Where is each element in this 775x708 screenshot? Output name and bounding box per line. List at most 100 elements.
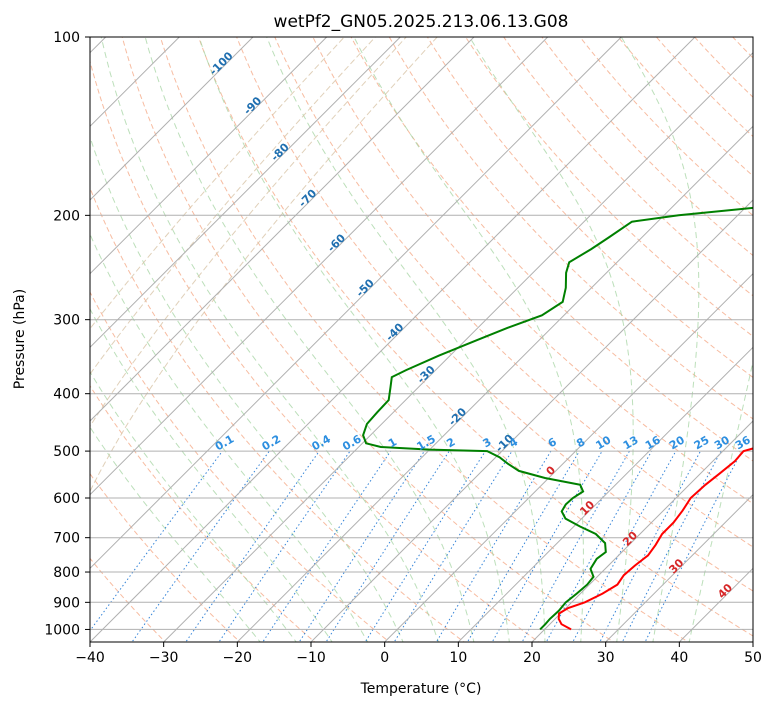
- isotherm-label: -40: [383, 320, 406, 343]
- x-tick-label: 40: [670, 650, 688, 666]
- x-tick-label: 50: [744, 650, 762, 666]
- y-tick-label: 300: [53, 313, 80, 329]
- isotherm-label: -20: [446, 405, 469, 428]
- dewpoint-profile-line: [362, 206, 753, 631]
- isotherm-line: [678, 567, 753, 642]
- axis-ticks: −40 −30 −20 −10 0 10 20 30 40 5010020030040050060…: [44, 30, 762, 666]
- reference-curve-line: [90, 37, 407, 428]
- x-tick-label: 10: [449, 650, 467, 666]
- mixing-ratio-line: [435, 450, 552, 642]
- isotherm-line: [90, 37, 401, 349]
- mixing-ratio-line: [393, 450, 513, 642]
- y-tick-label: 500: [53, 444, 80, 460]
- moist-adiabat-line: [198, 37, 510, 642]
- mixing-ratio-label: 3: [480, 435, 493, 450]
- isotherm-line: [605, 493, 753, 642]
- dry-adiabat-line: [388, 37, 753, 420]
- mixing-ratio-line: [644, 450, 743, 642]
- isotherm-label: -70: [296, 186, 319, 209]
- isotherm-line: [163, 51, 753, 642]
- mixing-ratio-line: [599, 450, 701, 642]
- y-tick-label: 900: [53, 595, 80, 611]
- isotherm-line: [90, 37, 475, 422]
- y-tick-label: 200: [53, 208, 80, 224]
- dry-adiabat-line: [312, 37, 753, 505]
- dry-adiabat-line: [426, 37, 753, 379]
- isotherm-line: [310, 199, 753, 642]
- grid-lines: [90, 37, 753, 642]
- dry-adiabat-line: [350, 37, 753, 462]
- mixing-ratio-line: [218, 450, 351, 642]
- mixing-ratio-line: [90, 450, 223, 632]
- isotherm-label: -100: [207, 49, 236, 78]
- dry-adiabat-line: [90, 384, 316, 642]
- isotherm-line: [90, 37, 549, 496]
- isotherm-line: [457, 346, 753, 642]
- moist-adiabat-line: [469, 37, 634, 642]
- mixing-ratio-line: [262, 450, 392, 642]
- mixing-ratio-label: 20: [667, 433, 687, 452]
- mixing-ratio-label: 30: [712, 433, 732, 452]
- y-tick-label: 400: [53, 387, 80, 403]
- moist-adiabat-line: [90, 232, 369, 642]
- mixing-ratio-line: [298, 450, 425, 642]
- isotherm-line: [531, 420, 753, 642]
- mixing-ratio-line: [621, 450, 722, 642]
- profile-lines: [362, 206, 753, 631]
- dry-adiabat-line: [90, 472, 241, 642]
- x-tick-label: 30: [597, 650, 615, 666]
- y-tick-label: 700: [53, 531, 80, 547]
- isotherm-label: 30: [666, 556, 686, 576]
- x-tick-label: 0: [380, 650, 389, 666]
- y-tick-label: 1000: [44, 622, 80, 638]
- mixing-ratio-label: 6: [546, 435, 559, 450]
- mixing-ratio-label: 0.4: [310, 432, 334, 453]
- isotherm-label: -60: [325, 231, 348, 254]
- y-axis-label: Pressure (hPa): [12, 289, 28, 389]
- isotherm-label: -30: [415, 363, 438, 386]
- dry-adiabat-line: [541, 37, 753, 257]
- reference-curve-line: [90, 37, 438, 493]
- mixing-ratio-line: [466, 450, 580, 642]
- mixing-ratio-line: [185, 450, 320, 642]
- mixing-ratio-label: 10: [594, 433, 614, 452]
- isotherm-line: [90, 37, 254, 201]
- isotherm-line: [236, 125, 753, 642]
- mixing-ratio-label: 2: [444, 435, 457, 450]
- x-tick-label: 20: [523, 650, 541, 666]
- x-tick-label: −20: [223, 650, 253, 666]
- isotherm-label: -90: [241, 94, 264, 117]
- dry-adiabat-line: [90, 59, 540, 642]
- isotherm-line: [90, 37, 328, 275]
- reference-curve-line: [90, 37, 345, 330]
- dry-adiabat-line: [579, 37, 753, 217]
- dry-adiabat-line: [274, 37, 753, 548]
- mixing-ratio-line: [325, 450, 450, 642]
- mixing-ratio-label: 25: [692, 433, 712, 452]
- isotherm-line: [90, 37, 622, 570]
- moist-adiabat-line: [620, 37, 700, 642]
- x-tick-label: −40: [75, 650, 105, 666]
- mixing-ratio-line: [364, 450, 486, 642]
- x-tick-label: −30: [149, 650, 179, 666]
- plot-frame: [89, 36, 754, 643]
- y-tick-label: 800: [53, 565, 80, 581]
- dry-adiabat-line: [197, 37, 753, 637]
- isotherm-line: [384, 272, 753, 642]
- mixing-ratio-label: 16: [643, 433, 663, 452]
- isotherm-line: [90, 37, 696, 642]
- dry-adiabat-line: [503, 37, 753, 297]
- mixing-ratio-label: 8: [574, 435, 587, 450]
- y-tick-label: 600: [53, 491, 80, 507]
- mixing-ratio-line: [572, 450, 677, 642]
- mixing-ratio-line: [131, 450, 270, 642]
- dry-adiabat-line: [121, 37, 615, 642]
- mixing-ratio-label: 13: [621, 433, 641, 452]
- isotherm-label: 40: [715, 581, 735, 601]
- dry-adiabat-line: [758, 24, 775, 645]
- dry-adiabat-line: [732, 37, 753, 59]
- x-tick-label: −10: [296, 650, 326, 666]
- mixing-ratio-label: 0.2: [260, 432, 283, 453]
- dry-adiabat-line: [465, 37, 753, 338]
